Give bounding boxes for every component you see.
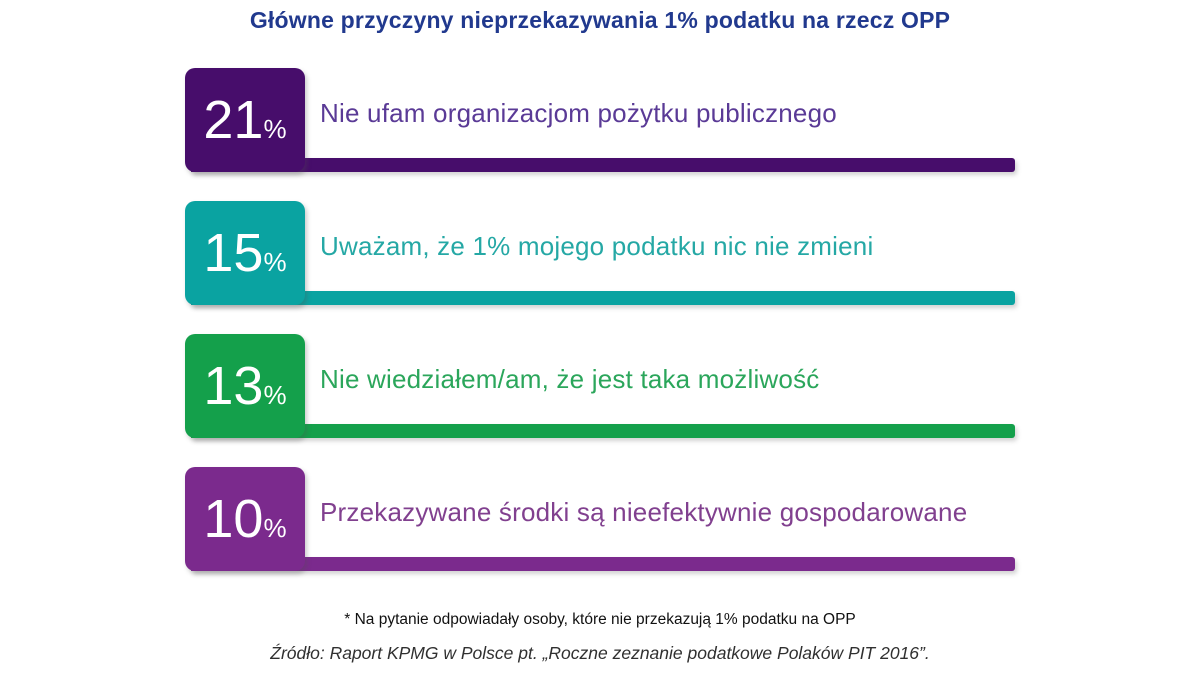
source-attribution: Źródło: Raport KPMG w Polsce pt. „Roczne…	[270, 643, 930, 663]
value-number: 21	[203, 90, 264, 150]
footnote: * Na pytanie odpowiadały osoby, które ni…	[344, 611, 856, 628]
bar-label: Przekazywane środki są nieefektywnie gos…	[320, 496, 968, 527]
bar-label: Nie wiedziałem/am, że jest taka możliwoś…	[320, 363, 820, 394]
value-badge: 13%	[185, 334, 305, 438]
value-wrap: 15%	[203, 226, 286, 280]
percent-sign: %	[263, 380, 287, 410]
bar-track	[191, 291, 1015, 305]
value-badge: 21%	[185, 68, 305, 172]
bar-row: 15% Uważam, że 1% mojego podatku nic nie…	[185, 201, 1015, 305]
bar-track	[191, 158, 1015, 172]
value-number: 15	[203, 223, 264, 283]
value-wrap: 21%	[203, 93, 286, 147]
bar-row: 13% Nie wiedziałem/am, że jest taka możl…	[185, 334, 1015, 438]
value-badge: 15%	[185, 201, 305, 305]
bar-track	[191, 424, 1015, 438]
percent-sign: %	[263, 513, 287, 543]
bar-track	[191, 557, 1015, 571]
percent-sign: %	[263, 114, 287, 144]
value-wrap: 13%	[203, 359, 286, 413]
value-badge: 10%	[185, 467, 305, 571]
bar-row: 21% Nie ufam organizacjom pożytku public…	[185, 68, 1015, 172]
value-wrap: 10%	[203, 492, 286, 546]
bar-rows: 21% Nie ufam organizacjom pożytku public…	[185, 0, 1015, 675]
value-number: 13	[203, 356, 264, 416]
bar-label: Nie ufam organizacjom pożytku publiczneg…	[320, 97, 837, 128]
bar-label: Uważam, że 1% mojego podatku nic nie zmi…	[320, 230, 874, 261]
bar-row: 10% Przekazywane środki są nieefektywnie…	[185, 467, 1015, 571]
value-number: 10	[203, 489, 264, 549]
chart-title: Główne przyczyny nieprzekazywania 1% pod…	[249, 7, 951, 33]
percent-sign: %	[263, 247, 287, 277]
